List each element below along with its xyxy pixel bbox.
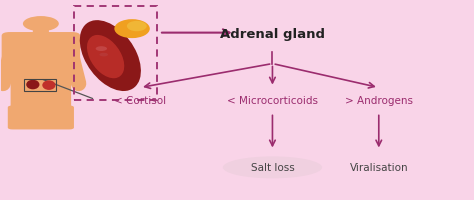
FancyBboxPatch shape bbox=[8, 106, 74, 130]
Circle shape bbox=[96, 47, 107, 52]
Text: Viralisation: Viralisation bbox=[349, 163, 408, 173]
Text: Adrenal gland: Adrenal gland bbox=[220, 28, 325, 41]
Ellipse shape bbox=[42, 81, 55, 90]
Ellipse shape bbox=[114, 20, 150, 39]
Bar bbox=[74, 7, 156, 100]
Circle shape bbox=[23, 17, 59, 32]
Circle shape bbox=[100, 54, 108, 57]
Ellipse shape bbox=[87, 36, 124, 79]
Ellipse shape bbox=[223, 157, 322, 178]
Text: > Androgens: > Androgens bbox=[345, 95, 413, 105]
Ellipse shape bbox=[127, 22, 147, 32]
Ellipse shape bbox=[26, 80, 39, 90]
Text: Salt loss: Salt loss bbox=[251, 163, 294, 173]
Text: < Cortisol: < Cortisol bbox=[114, 95, 166, 105]
FancyBboxPatch shape bbox=[1, 33, 80, 64]
FancyBboxPatch shape bbox=[33, 28, 49, 39]
Text: < Microcorticoids: < Microcorticoids bbox=[227, 95, 318, 105]
Ellipse shape bbox=[80, 21, 141, 92]
Bar bbox=[24, 79, 56, 91]
FancyBboxPatch shape bbox=[10, 54, 71, 118]
